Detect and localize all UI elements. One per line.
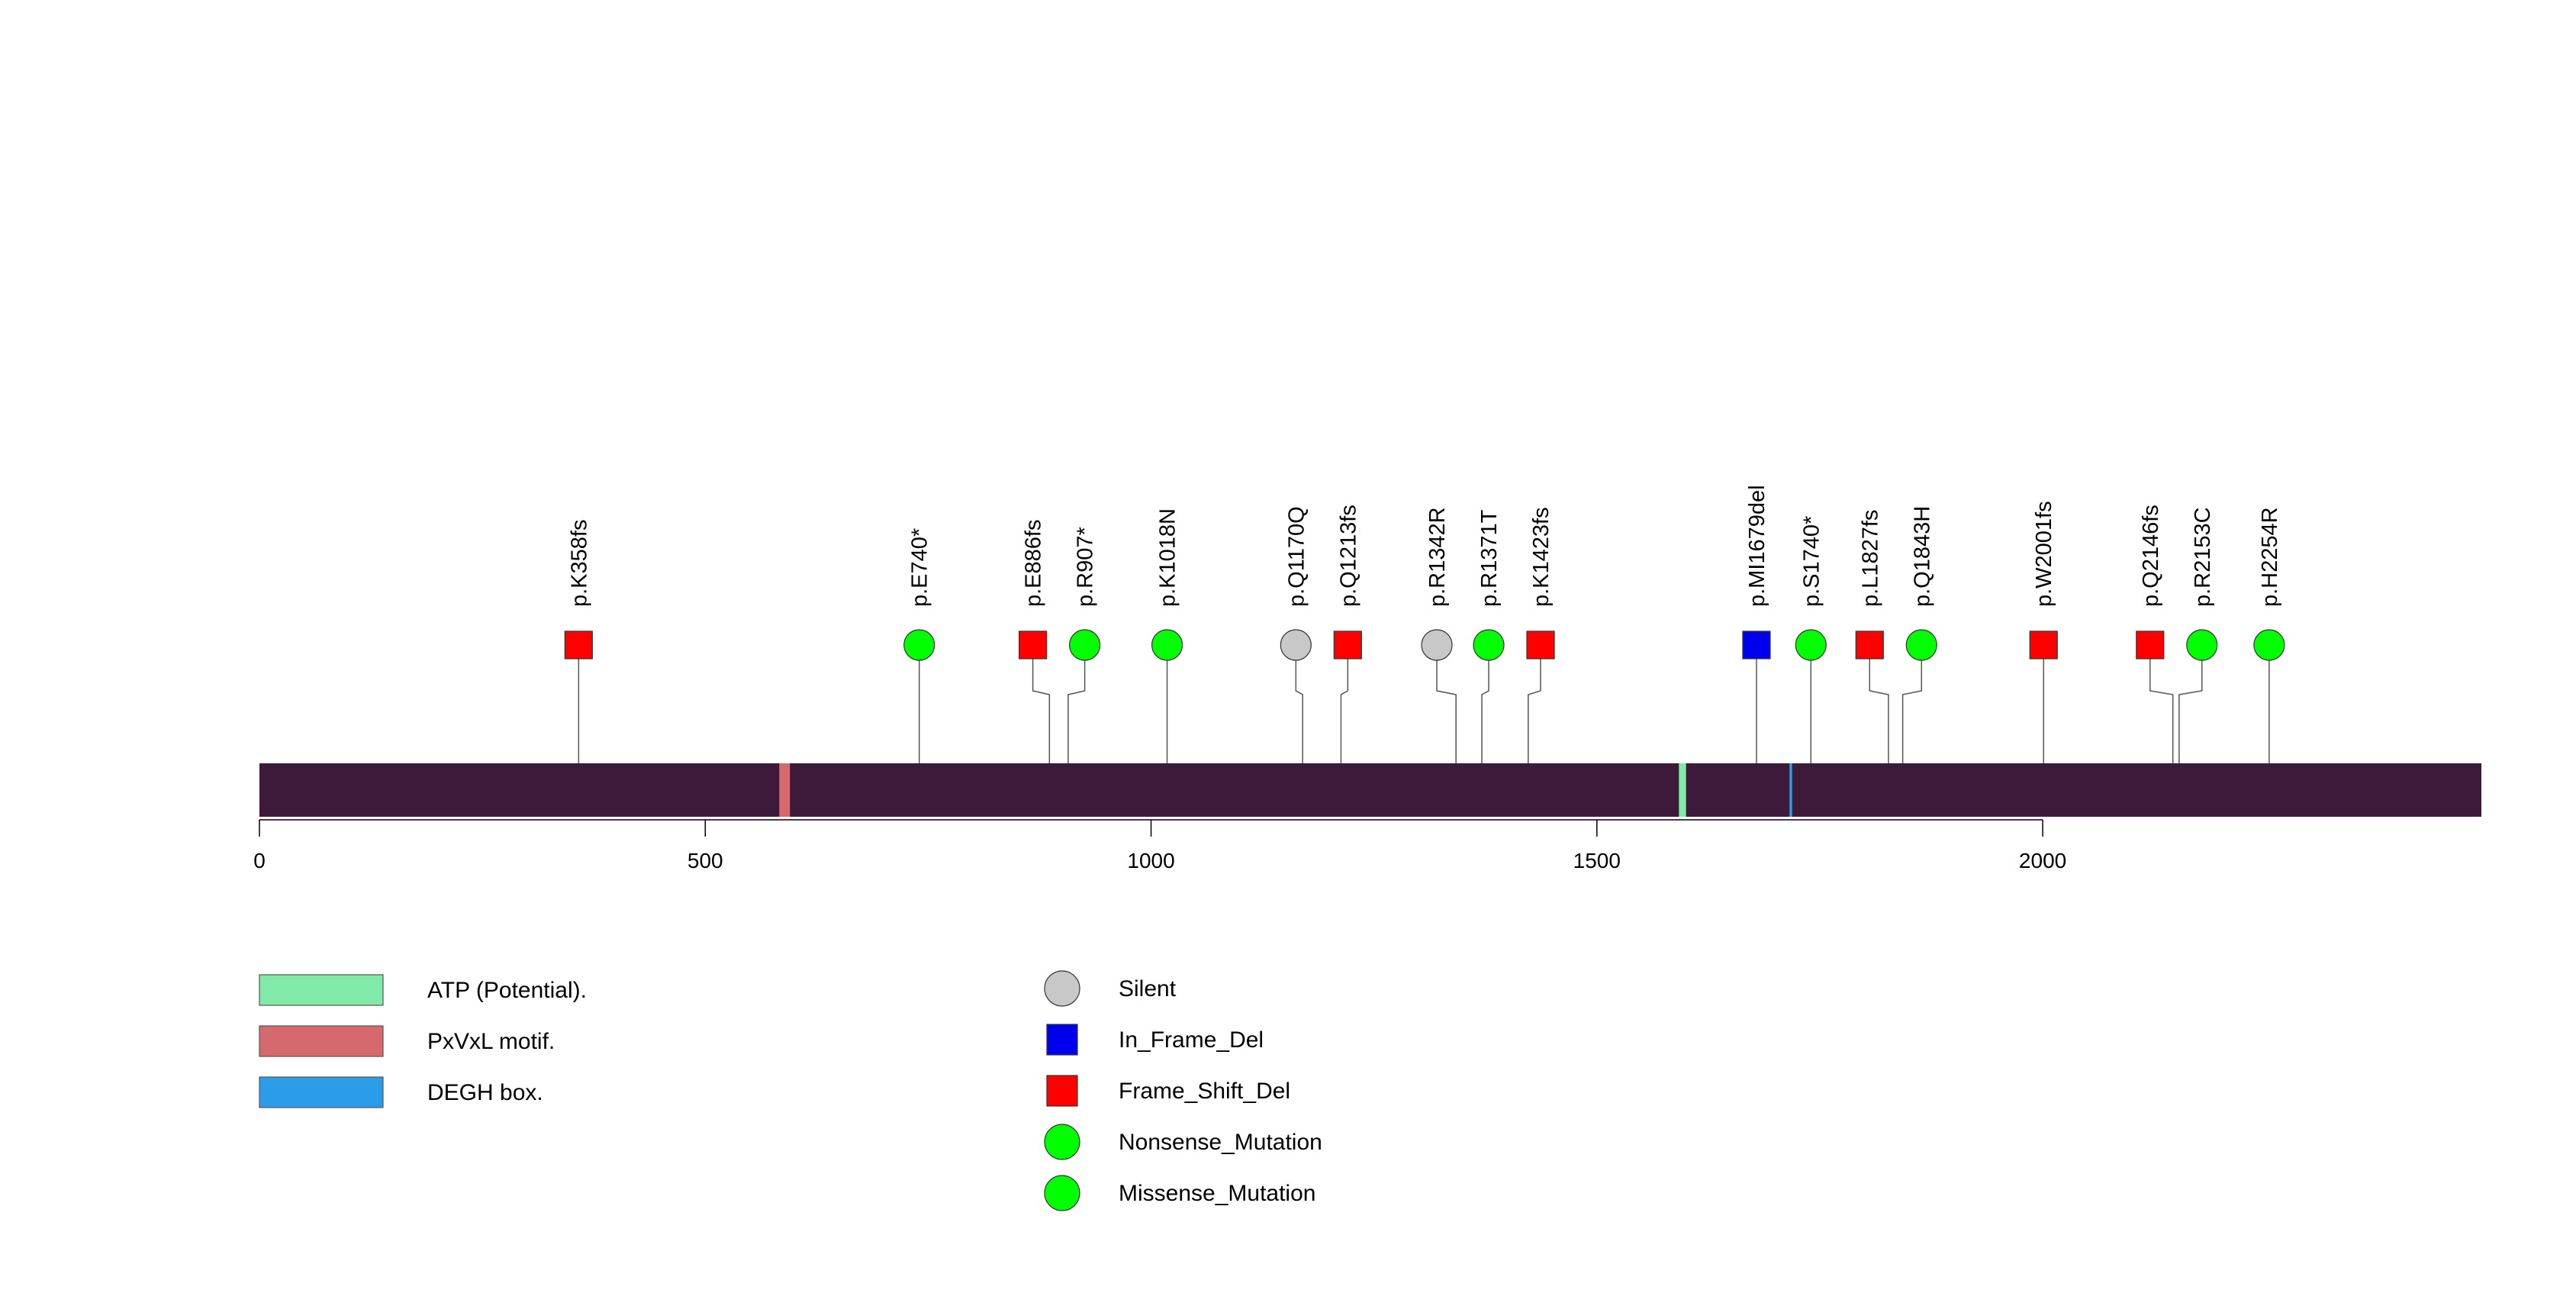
x-tick-label: 1000 bbox=[1127, 849, 1174, 872]
label-p-r2153c: p.R2153C bbox=[2191, 507, 2215, 607]
legend-label-nonsense-mutation: Nonsense_Mutation bbox=[1119, 1130, 1322, 1155]
legend-swatch-atp-potential bbox=[259, 974, 384, 1006]
label-p-k1423fs: p.K1423fs bbox=[1529, 507, 1554, 607]
protein-backbone bbox=[259, 763, 2481, 817]
label-p-e740: p.E740* bbox=[908, 528, 932, 607]
marker-p-r1342r bbox=[1421, 629, 1453, 661]
label-p-r1342r: p.R1342R bbox=[1425, 507, 1450, 607]
label-p-k358fs: p.K358fs bbox=[567, 520, 591, 607]
marker-p-k358fs bbox=[564, 630, 593, 660]
label-p-q1213fs: p.Q1213fs bbox=[1336, 505, 1360, 607]
legend-marker-silent bbox=[1044, 970, 1080, 1007]
legend-swatch-degh-box bbox=[259, 1076, 384, 1108]
marker-p-s1740 bbox=[1795, 629, 1827, 661]
marker-p-k1018n bbox=[1151, 629, 1183, 661]
marker-p-h2254r bbox=[2253, 629, 2285, 661]
marker-p-q1213fs bbox=[1333, 630, 1362, 660]
label-p-q1170q: p.Q1170Q bbox=[1284, 506, 1309, 607]
legend-label-in-frame-del: In_Frame_Del bbox=[1119, 1027, 1264, 1053]
stem-p-r1371t bbox=[1481, 645, 1489, 817]
legend-label-degh-box: DEGH box. bbox=[427, 1080, 543, 1105]
marker-p-mi1679del bbox=[1742, 630, 1771, 660]
marker-p-r1371t bbox=[1473, 629, 1505, 661]
x-tick-label: 500 bbox=[687, 849, 723, 872]
label-p-w2001fs: p.W2001fs bbox=[2032, 501, 2056, 607]
marker-p-l1827fs bbox=[1855, 630, 1884, 660]
label-p-r1371t: p.R1371T bbox=[1477, 509, 1502, 607]
stem-p-r2153c bbox=[2178, 645, 2203, 817]
marker-p-r907 bbox=[1068, 629, 1101, 661]
protein-track bbox=[259, 763, 2481, 817]
legend-marker-missense-mutation bbox=[1044, 1175, 1080, 1211]
domain-atp-potential bbox=[1679, 763, 1686, 817]
label-p-s1740: p.S1740* bbox=[1799, 516, 1824, 607]
legend-label-frame-shift-del: Frame_Shift_Del bbox=[1119, 1079, 1290, 1104]
stem-p-q1170q bbox=[1295, 645, 1303, 817]
stem-p-q1843h bbox=[1901, 645, 1923, 817]
legend-marker-in-frame-del bbox=[1046, 1024, 1078, 1056]
stem-p-r907 bbox=[1067, 645, 1086, 817]
mutation-markers bbox=[564, 629, 2285, 661]
label-p-q1843h: p.Q1843H bbox=[1910, 506, 1934, 607]
label-p-r907: p.R907* bbox=[1074, 527, 1098, 607]
x-tick-label: 0 bbox=[253, 849, 266, 872]
label-p-q2146fs: p.Q2146fs bbox=[2139, 505, 2163, 607]
x-tick-label: 2000 bbox=[2019, 849, 2066, 872]
legend-label-pxvxl-motif: PxVxL motif. bbox=[427, 1029, 555, 1054]
marker-p-k1423fs bbox=[1526, 630, 1555, 660]
stem-p-k1423fs bbox=[1528, 645, 1541, 817]
marker-p-e886fs bbox=[1018, 630, 1048, 660]
x-axis: 0 500 1000 1500 2000 bbox=[253, 819, 2066, 872]
label-p-e886fs: p.E886fs bbox=[1022, 520, 1046, 607]
marker-p-q2146fs bbox=[2136, 630, 2165, 660]
mutation-labels: p.K358fs p.E740* p.E886fs p.R907* p.K1018N p.… bbox=[567, 485, 2282, 607]
label-p-h2254r: p.H2254R bbox=[2258, 507, 2282, 607]
stem-p-e886fs bbox=[1032, 645, 1051, 817]
stem-p-r1342r bbox=[1436, 645, 1457, 817]
domain-degh-box bbox=[1789, 763, 1792, 817]
domain-pxvxl-motif bbox=[779, 763, 791, 817]
marker-p-q1843h bbox=[1905, 629, 1937, 661]
legend-label-silent: Silent bbox=[1119, 976, 1177, 1001]
legend-label-atp-potential: ATP (Potential). bbox=[427, 978, 587, 1003]
label-p-mi1679del: p.MI1679del bbox=[1745, 485, 1769, 607]
legend-marker-frame-shift-del bbox=[1046, 1075, 1078, 1107]
legend-label-missense-mutation: Missense_Mutation bbox=[1119, 1181, 1315, 1206]
x-tick-label: 1500 bbox=[1573, 849, 1621, 872]
marker-p-e740 bbox=[903, 629, 935, 661]
marker-p-w2001fs bbox=[2029, 630, 2058, 660]
legend-swatch-pxvxl-motif bbox=[259, 1025, 384, 1057]
stem-p-q2146fs bbox=[2149, 645, 2174, 817]
label-p-l1827fs: p.L1827fs bbox=[1858, 510, 1882, 607]
stem-p-q1213fs bbox=[1340, 645, 1349, 817]
stem-p-l1827fs bbox=[1869, 645, 1889, 817]
mutation-stems bbox=[578, 645, 2270, 817]
legend-marker-nonsense-mutation bbox=[1044, 1124, 1080, 1160]
marker-p-q1170q bbox=[1280, 629, 1312, 661]
label-p-k1018n: p.K1018N bbox=[1156, 508, 1180, 607]
mutation-type-legend: Silent In_Frame_Del Frame_Shift_Del Nonsens… bbox=[1044, 970, 1322, 1211]
marker-p-r2153c bbox=[2186, 629, 2218, 661]
domain-legend: ATP (Potential). PxVxL motif. DEGH box. bbox=[259, 974, 587, 1108]
